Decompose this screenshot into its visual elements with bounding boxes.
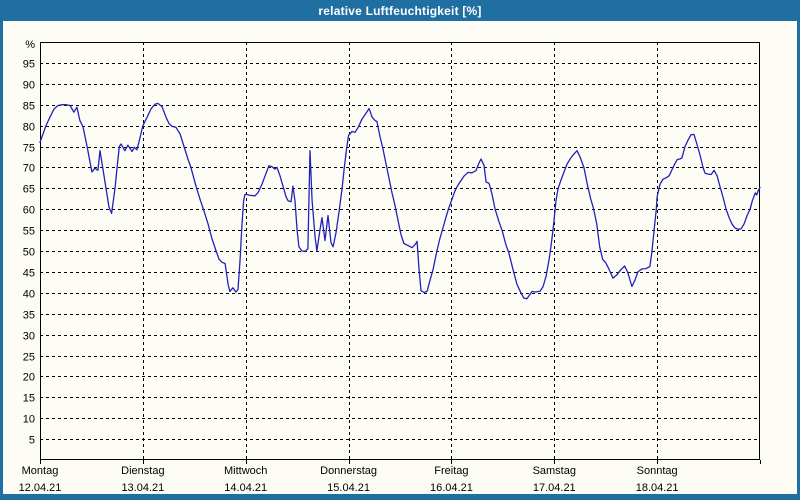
day-label: Samstag [533,465,576,477]
date-label: 18.04.21 [636,482,679,494]
humidity-line [39,102,761,300]
day-label: Dienstag [121,465,164,477]
date-label: 17.04.21 [533,482,576,494]
title-bar: relative Luftfeuchtigkeit [%] [0,0,800,21]
y-tick-label: 20 [23,372,35,384]
y-tick-label: 30 [23,331,35,343]
date-label: 12.04.21 [19,482,62,494]
date-label: 14.04.21 [224,482,267,494]
y-tick-label: 80 [23,122,35,134]
y-tick-label: 55 [23,226,35,238]
y-tick-label: 35 [23,310,35,322]
y-tick-label: 10 [23,414,35,426]
day-label: Sonntag [637,465,678,477]
date-label: 16.04.21 [430,482,473,494]
y-tick-label: 40 [23,289,35,301]
y-tick-label: 65 [23,184,35,196]
date-label: 15.04.21 [327,482,370,494]
y-tick-label: 85 [23,101,35,113]
y-tick-label: 50 [23,247,35,259]
y-tick-label: 70 [23,163,35,175]
y-axis-unit-label: % [25,39,35,51]
plot-frame [40,42,760,460]
chart-area: 5 10 15 20 25 30 35 40 45 50 55 60 65 70 75 80 85 90 95% Mo… [3,21,797,494]
day-label: Montag [22,465,59,477]
y-tick-label: 45 [23,268,35,280]
humidity-chart: 5 10 15 20 25 30 35 40 45 50 55 60 65 70 75 80 85 90 95% Mo… [19,39,761,494]
date-label: 13.04.21 [121,482,164,494]
y-tick-label: 5 [29,435,35,447]
y-tick-label: 75 [23,143,35,155]
window-title: relative Luftfeuchtigkeit [%] [318,3,482,18]
y-tick-label: 25 [23,352,35,364]
y-tick-label: 95 [23,59,35,71]
y-tick-label: 60 [23,205,35,217]
day-label: Mittwoch [224,465,267,477]
day-label: Freitag [434,465,468,477]
y-tick-label: 90 [23,80,35,92]
day-label: Donnerstag [320,465,377,477]
y-tick-label: 15 [23,393,35,405]
